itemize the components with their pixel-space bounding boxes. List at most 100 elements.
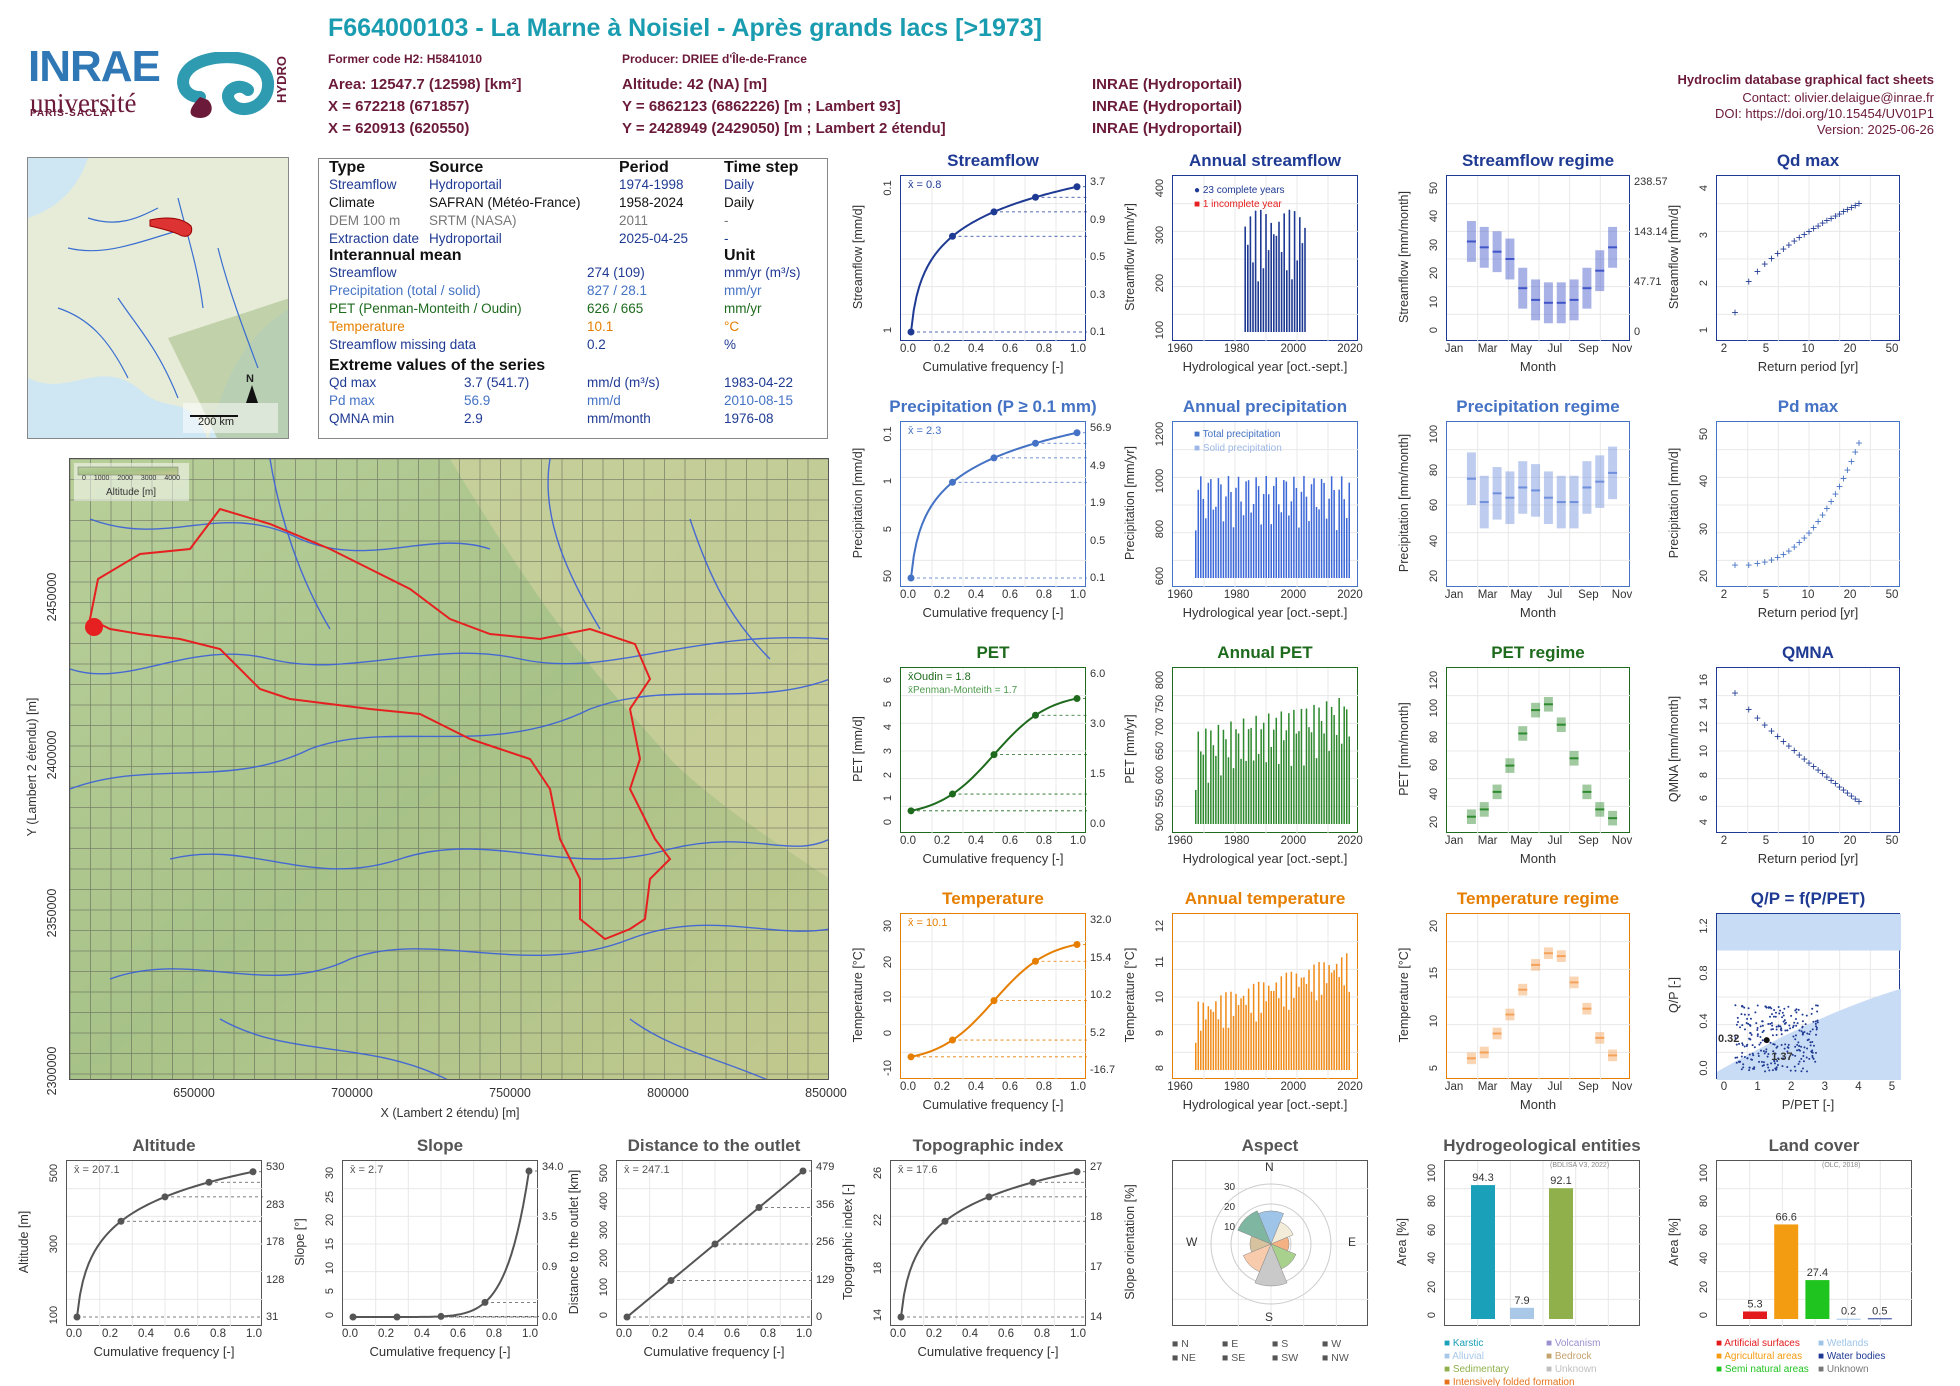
y-axis-label: Precipitation [mm/month] [1397,433,1411,573]
bar-value-label: 92.1 [1550,1175,1571,1187]
year-bar [1310,732,1313,824]
year-bar [1330,476,1333,578]
daily-point [1786,1050,1789,1053]
right-tick-label: 128 [266,1273,285,1286]
legend-item: ■ Intensively folded formation [1444,1377,1575,1386]
x-axis-label: Return period [yr] [1757,851,1859,866]
legend-item: ■ Artificial surfaces [1716,1338,1800,1349]
y-tick-label: 2 [1698,279,1710,286]
daily-point [1780,1027,1783,1030]
daily-point [1784,1043,1787,1046]
y-tick-label: -10 [882,1060,894,1076]
legend-item: ■ Karstic [1444,1338,1484,1349]
x-tick-label: 0.0 [342,1328,358,1340]
daily-point [1793,1021,1796,1024]
daily-point [1812,1020,1815,1023]
daily-point [1759,1025,1762,1028]
daily-point [1795,1011,1798,1014]
daily-point [1777,1024,1780,1027]
right-tick-label: 238.57 [1634,176,1668,188]
year-bar [1225,992,1227,1070]
legend-item: ■ Water bodies [1818,1351,1886,1362]
daily-point [1794,1018,1797,1021]
year-bar [1205,518,1207,578]
year-bar [1195,790,1197,824]
header-period: Period [619,159,669,176]
daily-point [1782,1057,1785,1060]
year-bar [1283,213,1285,332]
daily-point [1739,1026,1742,1029]
year-bar [1212,509,1215,578]
return-point: + [1768,724,1775,738]
info-period: 2011 [619,213,649,228]
daily-point [1770,1021,1773,1024]
info-source: SAFRAN (Météo-France) [429,195,581,210]
aspect-legend-item: ■ NW [1322,1352,1349,1364]
daily-point [1766,1063,1769,1066]
daily-point [1808,1057,1811,1060]
x-tick-label: 2020 [1337,1081,1363,1093]
y-tick-label: 16 [1698,673,1710,687]
year-bar [1345,953,1348,1070]
year-bar [1265,1001,1267,1070]
year-bar [1235,729,1237,824]
return-point: + [1745,274,1752,288]
x-tick-label: 0.2 [378,1328,394,1340]
daily-point [1781,1065,1784,1068]
daily-point [1762,1061,1765,1064]
x-tick-label: 0.4 [968,589,984,601]
y-tick-label: 40 [1428,534,1440,547]
y-tick-label: 100 [48,1305,60,1325]
return-point: + [1768,553,1775,567]
daily-point [1740,1068,1743,1071]
year-bar [1230,491,1232,578]
daily-point [1752,1054,1755,1057]
daily-point [1759,1035,1762,1038]
aspect-sector [1270,1221,1294,1245]
daily-point [1761,1064,1764,1067]
year-bar [1267,494,1270,578]
daily-point [1761,1024,1764,1027]
daily-point [1770,1007,1773,1010]
year-bar [1257,281,1259,332]
aspect-legend-item: ■ SW [1272,1352,1299,1364]
return-point: + [1801,752,1808,766]
return-point: + [1745,558,1752,572]
x-tick-label: Mar [1477,1081,1498,1093]
right-tick-label: 0.5 [1090,534,1106,547]
daily-point [1816,1010,1819,1013]
x-tick-label: 2020 [1337,343,1363,355]
y-axis-label: Precipitation [mm/d] [851,447,865,559]
year-bar [1257,981,1260,1070]
year-bar [1222,729,1225,824]
daily-point [1801,1067,1804,1070]
y-axis-label: PET [mm/d] [851,716,865,782]
return-point: + [1855,795,1862,809]
scale-label: 200 km [198,416,235,428]
plot-area [1172,667,1359,834]
daily-point [1741,1004,1744,1007]
x-tick-label: Nov [1611,835,1633,847]
y-tick-label: 100 [1698,1163,1710,1183]
year-bar [1270,524,1272,578]
year-bar [1273,485,1275,578]
x-tick-label: 5 [1762,835,1770,847]
return-point: + [1774,729,1781,743]
extreme-unit: mm/d (m³/s) [587,375,660,390]
daily-point [1769,1015,1772,1018]
x-axis-label: Month [1519,359,1557,374]
year-bar [1270,746,1272,824]
daily-point [1750,1033,1753,1036]
daily-point [1737,1060,1740,1063]
year-bar [1232,768,1235,824]
y-tick-label: 100 [1154,320,1166,340]
chart-title: Distance to the outlet [627,1136,801,1155]
year-bar [1275,235,1278,332]
return-point: + [1805,756,1812,770]
legend-item: ■ Sedimentary [1444,1364,1509,1375]
header-type: Type [329,159,366,176]
daily-point [1790,1014,1793,1017]
daily-point [1754,1011,1757,1014]
daily-point [1800,1045,1803,1048]
database-title: Hydroclim database graphical fact sheets [1677,72,1934,87]
